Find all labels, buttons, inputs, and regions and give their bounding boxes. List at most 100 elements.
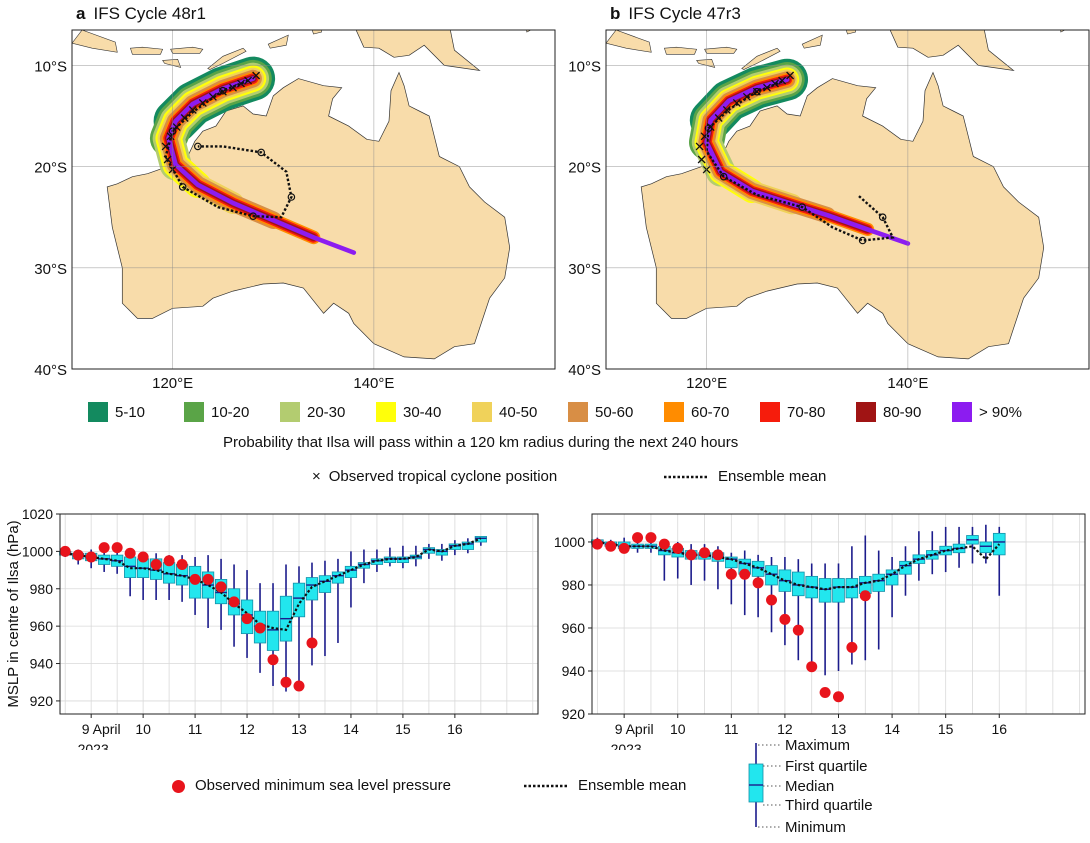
legend-bin-7: 70-80	[760, 402, 856, 422]
lat-tick-label: 40°S	[568, 362, 601, 379]
ensemble-mean-track	[705, 80, 895, 242]
mean-track-marker	[178, 183, 187, 191]
panel-b-letter: b	[610, 4, 621, 23]
observed-mslp-point	[228, 596, 240, 608]
legend-swatch	[856, 402, 876, 422]
observed-position-x	[161, 142, 170, 151]
island-7	[998, 8, 1031, 28]
box-iqr	[979, 541, 993, 554]
lon-tick-label: 120°E	[152, 375, 193, 392]
pressure-chart-a: 920 940 960 980 1000 1020 9 April 10 11 12 13 14 15 1…	[5, 506, 539, 750]
y-axis-label: MSLP in centre of Ilsa (hPa)	[5, 520, 22, 707]
lat-tick-label: 40°S	[34, 362, 67, 379]
x-tick-label: 15	[395, 721, 411, 737]
mean-track-marker	[878, 213, 887, 222]
legend-swatch	[472, 402, 492, 422]
box-iqr	[396, 556, 410, 563]
x-tick-label: 14	[884, 721, 900, 737]
box-plot-key: Maximum First quartile Median Third quartil…	[748, 737, 873, 836]
observed-position-x	[763, 83, 771, 92]
bottom-legend-mean: Ensemble mean	[524, 777, 686, 794]
x-tick-label: 9 April	[82, 721, 121, 737]
observed-mslp-point	[685, 549, 697, 561]
mean-track-marker	[219, 86, 227, 95]
island-6	[845, 30, 856, 35]
box-iqr	[899, 560, 912, 575]
legend-bin-label: 5-10	[115, 403, 146, 421]
legend-bin-6: 60-70	[664, 402, 760, 422]
new-guinea-landmass	[889, 30, 1015, 72]
observed-mslp-point	[306, 637, 318, 649]
observed-mslp-marker	[172, 779, 185, 793]
pressure-chart-b: 920 940 960 980 1000 9 April 10 11 12 13 14 15 16 202…	[554, 513, 1086, 750]
box-iqr	[765, 565, 778, 586]
observed-position-x	[771, 79, 779, 88]
island-0	[207, 47, 247, 70]
island-2	[170, 46, 204, 54]
observed-mslp-point	[712, 549, 724, 561]
observed-mslp-point	[779, 613, 791, 625]
y-tick-label: 1000	[22, 543, 53, 559]
x-tick-label: 9 April	[615, 721, 654, 737]
probability-band-9	[166, 76, 357, 255]
legend-bin-4: 40-50	[472, 402, 568, 422]
mean-track-marker	[249, 212, 257, 221]
observed-position-x	[778, 76, 787, 85]
box-iqr	[318, 575, 332, 593]
observed-mslp-point	[672, 542, 684, 554]
observed-mslp-point	[605, 540, 617, 552]
observed-mslp-point	[85, 551, 97, 563]
x-tick-label: 12	[239, 721, 255, 737]
legend-bin-label: 50-60	[595, 403, 634, 421]
observed-position-x	[244, 76, 253, 85]
lon-tick-label: 140°E	[887, 375, 928, 392]
observed-mslp-point	[241, 613, 253, 625]
y-tick-label: 960	[562, 620, 586, 636]
new-guinea-landmass	[355, 30, 481, 72]
y-tick-label: 980	[30, 581, 54, 597]
observed-position-x	[163, 155, 172, 164]
y-tick-label: 1020	[22, 506, 53, 522]
observed-position-x	[172, 123, 181, 132]
observed-position-x	[208, 92, 217, 101]
legend-bin-5: 50-60	[568, 402, 664, 422]
observed-position-marker: ×	[312, 468, 321, 485]
x-year-label: 2023	[611, 741, 642, 750]
observed-position-x	[695, 142, 704, 151]
observed-mslp-point	[792, 624, 804, 636]
key-label: Minimum	[785, 819, 846, 836]
box-iqr	[725, 556, 738, 569]
observed-mslp-point	[752, 577, 764, 589]
observed-position-x	[188, 105, 197, 114]
observed-mslp-point	[725, 568, 737, 580]
probability-legend: 5-10 10-20 20-30 30-40 40-50 50-60 60-70 70-80 8…	[88, 402, 1048, 422]
x-tick-label: 16	[447, 721, 463, 737]
observed-mslp-point	[59, 545, 71, 557]
map-legend-observed: × Observed tropical cyclone position	[312, 468, 557, 485]
box-iqr	[344, 565, 358, 578]
australia-landmass	[106, 71, 511, 360]
island-4	[606, 30, 652, 53]
mean-track-marker	[194, 142, 202, 151]
map-frame	[605, 29, 1090, 370]
bottom-mean-line-swatch	[524, 784, 568, 788]
ensemble-mean-track	[164, 79, 293, 219]
x-tick-label: 11	[724, 721, 739, 737]
observed-mslp-point	[658, 538, 670, 550]
island-5	[801, 34, 823, 49]
y-tick-label: 1000	[554, 534, 585, 550]
x-tick-label: 10	[670, 721, 686, 737]
observed-mslp-point	[293, 680, 305, 692]
island-9	[1014, 0, 1036, 7]
legend-swatch	[760, 402, 780, 422]
legend-swatch	[664, 402, 684, 422]
box-iqr	[331, 571, 345, 584]
box-iqr	[305, 577, 319, 601]
key-label: Third quartile	[785, 797, 873, 814]
observed-mslp-point	[618, 542, 630, 554]
map-content	[72, 30, 555, 369]
observed-mslp-point	[833, 691, 844, 703]
ensemble-mean-label: Ensemble mean	[718, 468, 827, 485]
lat-tick-label: 20°S	[34, 160, 67, 177]
lon-tick-label: 120°E	[686, 375, 727, 392]
